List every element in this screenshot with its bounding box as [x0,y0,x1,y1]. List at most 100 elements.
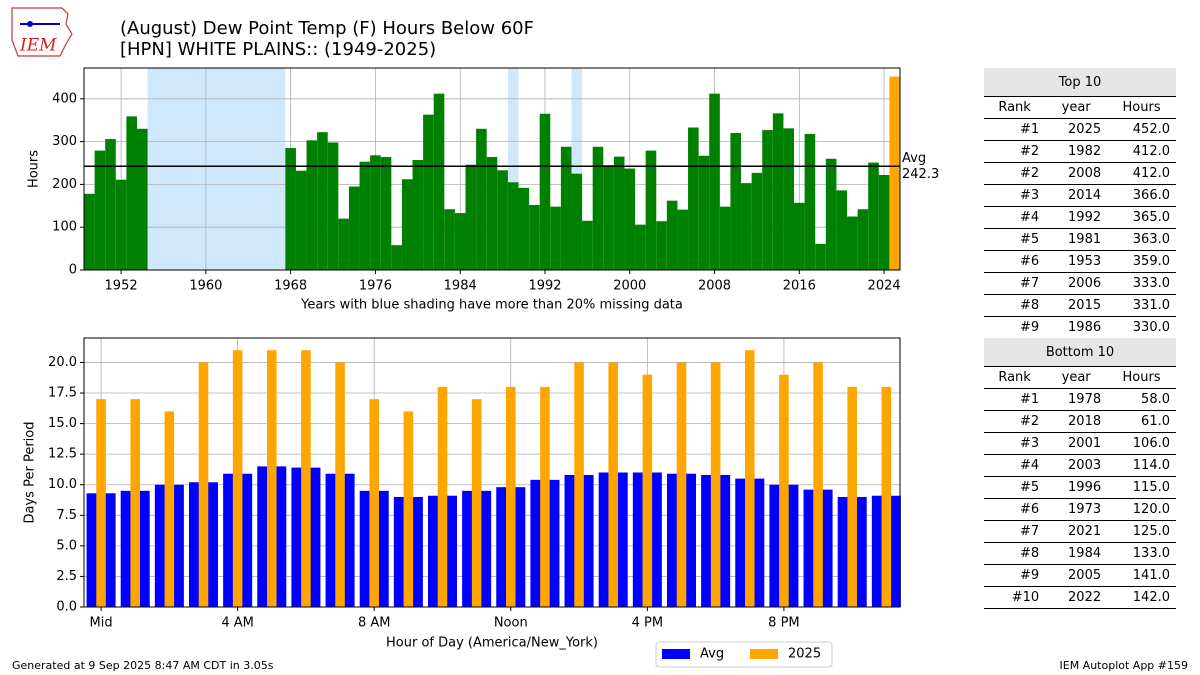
table-cell: #2 [984,140,1046,163]
table-cell: 2003 [1045,454,1108,477]
table-row: #9 2005 141.0 [984,564,1176,587]
y-tick-label: 200 [52,177,77,192]
bar [645,150,657,270]
bar [613,156,625,270]
missing-shade [507,68,519,270]
table-cell: 114.0 [1107,454,1176,477]
bar [306,140,318,270]
column-header: year [1045,366,1108,389]
bar [868,162,879,270]
table-cell: 2001 [1045,432,1108,455]
table-row: #1 2025 452.0 [984,118,1176,141]
y-axis-label: Days Per Period [23,422,38,524]
bar [391,245,402,270]
bar [295,170,307,270]
bar [676,362,687,607]
bar [476,128,487,270]
table-cell: #1 [984,388,1046,411]
table-cell: 1984 [1045,542,1108,565]
table-row: #7 2006 333.0 [984,272,1176,295]
x-tick-label: 4 AM [221,616,254,631]
logo-outline [11,7,73,57]
chart-title: (August) Dew Point Temp (F) Hours Below … [120,18,534,39]
bar [878,174,890,270]
bar [813,362,823,607]
bar [710,362,721,607]
x-axis-label: Years with blue shading have more than 2… [300,298,683,313]
table-cell: #1 [984,118,1046,141]
y-tick-label: 7.5 [56,508,77,523]
table-cell: 1992 [1045,206,1108,229]
bar [666,200,678,270]
table-cell: #4 [984,206,1046,229]
bar [751,172,763,270]
column-header: year [1045,96,1108,119]
bar [762,130,773,270]
table-row: #8 1984 133.0 [984,542,1176,565]
x-tick-label: 2024 [868,279,901,294]
bar [744,350,755,607]
bar [401,179,413,270]
table-row: #1 1978 58.0 [984,388,1176,411]
bar [433,93,445,270]
legend-swatch [750,649,778,659]
table-caption-row: Bottom 10 [984,338,1176,367]
table-cell: 412.0 [1107,140,1176,163]
bar [560,146,572,270]
bar [571,173,583,270]
table-cell: #9 [984,564,1046,587]
table-header-row: Rank year Hours [984,366,1176,389]
column-header: Rank [984,366,1046,389]
bar [783,128,795,270]
bar [688,127,699,270]
avg-label: Avg [902,151,926,166]
table-cell: 1978 [1045,388,1108,411]
bar [94,150,106,270]
y-tick-label: 10.0 [48,477,77,492]
y-tick-label: 0 [69,263,77,278]
y-tick-label: 20.0 [48,355,77,370]
bar [301,350,311,607]
table-cell: 1953 [1045,250,1108,273]
legend-label: 2025 [788,647,821,662]
table-cell: #6 [984,498,1046,521]
bar [847,216,858,270]
table-cell: 2018 [1045,410,1108,433]
table-cell: 2022 [1045,586,1108,609]
bar [465,164,477,270]
bar [505,386,516,607]
table-row: #9 1986 330.0 [984,316,1176,339]
table-cell: 330.0 [1107,316,1176,339]
table-cell: 2014 [1045,184,1108,207]
footer-left: Generated at 9 Sep 2025 8:47 AM CDT in 3… [12,659,274,672]
table-cell: #7 [984,272,1046,295]
bar [698,155,710,270]
table-row: #7 2021 125.0 [984,520,1176,543]
bar [592,146,604,270]
table-row: #5 1981 363.0 [984,228,1176,251]
table-cell: #2 [984,162,1046,185]
bar [232,350,243,607]
table-cell: 333.0 [1107,272,1176,295]
table-cell: #3 [984,184,1046,207]
bar [779,374,789,607]
table-cell: #5 [984,228,1046,251]
bar [327,142,339,270]
x-tick-label: 1984 [444,279,477,294]
table-row: #2 2018 61.0 [984,410,1176,433]
y-tick-label: 300 [52,134,77,149]
column-header: Hours [1107,96,1176,119]
bar [96,399,106,607]
x-axis-label: Hour of Day (America/New_York) [386,636,598,651]
y-tick-label: 5.0 [56,538,77,553]
bar [507,182,519,270]
bar [741,183,752,270]
logo-text: IEM [19,36,57,56]
bar [518,187,530,270]
table-cell: #7 [984,520,1046,543]
bar [285,148,296,270]
table-cell: 412.0 [1107,162,1176,185]
bar [437,386,448,607]
